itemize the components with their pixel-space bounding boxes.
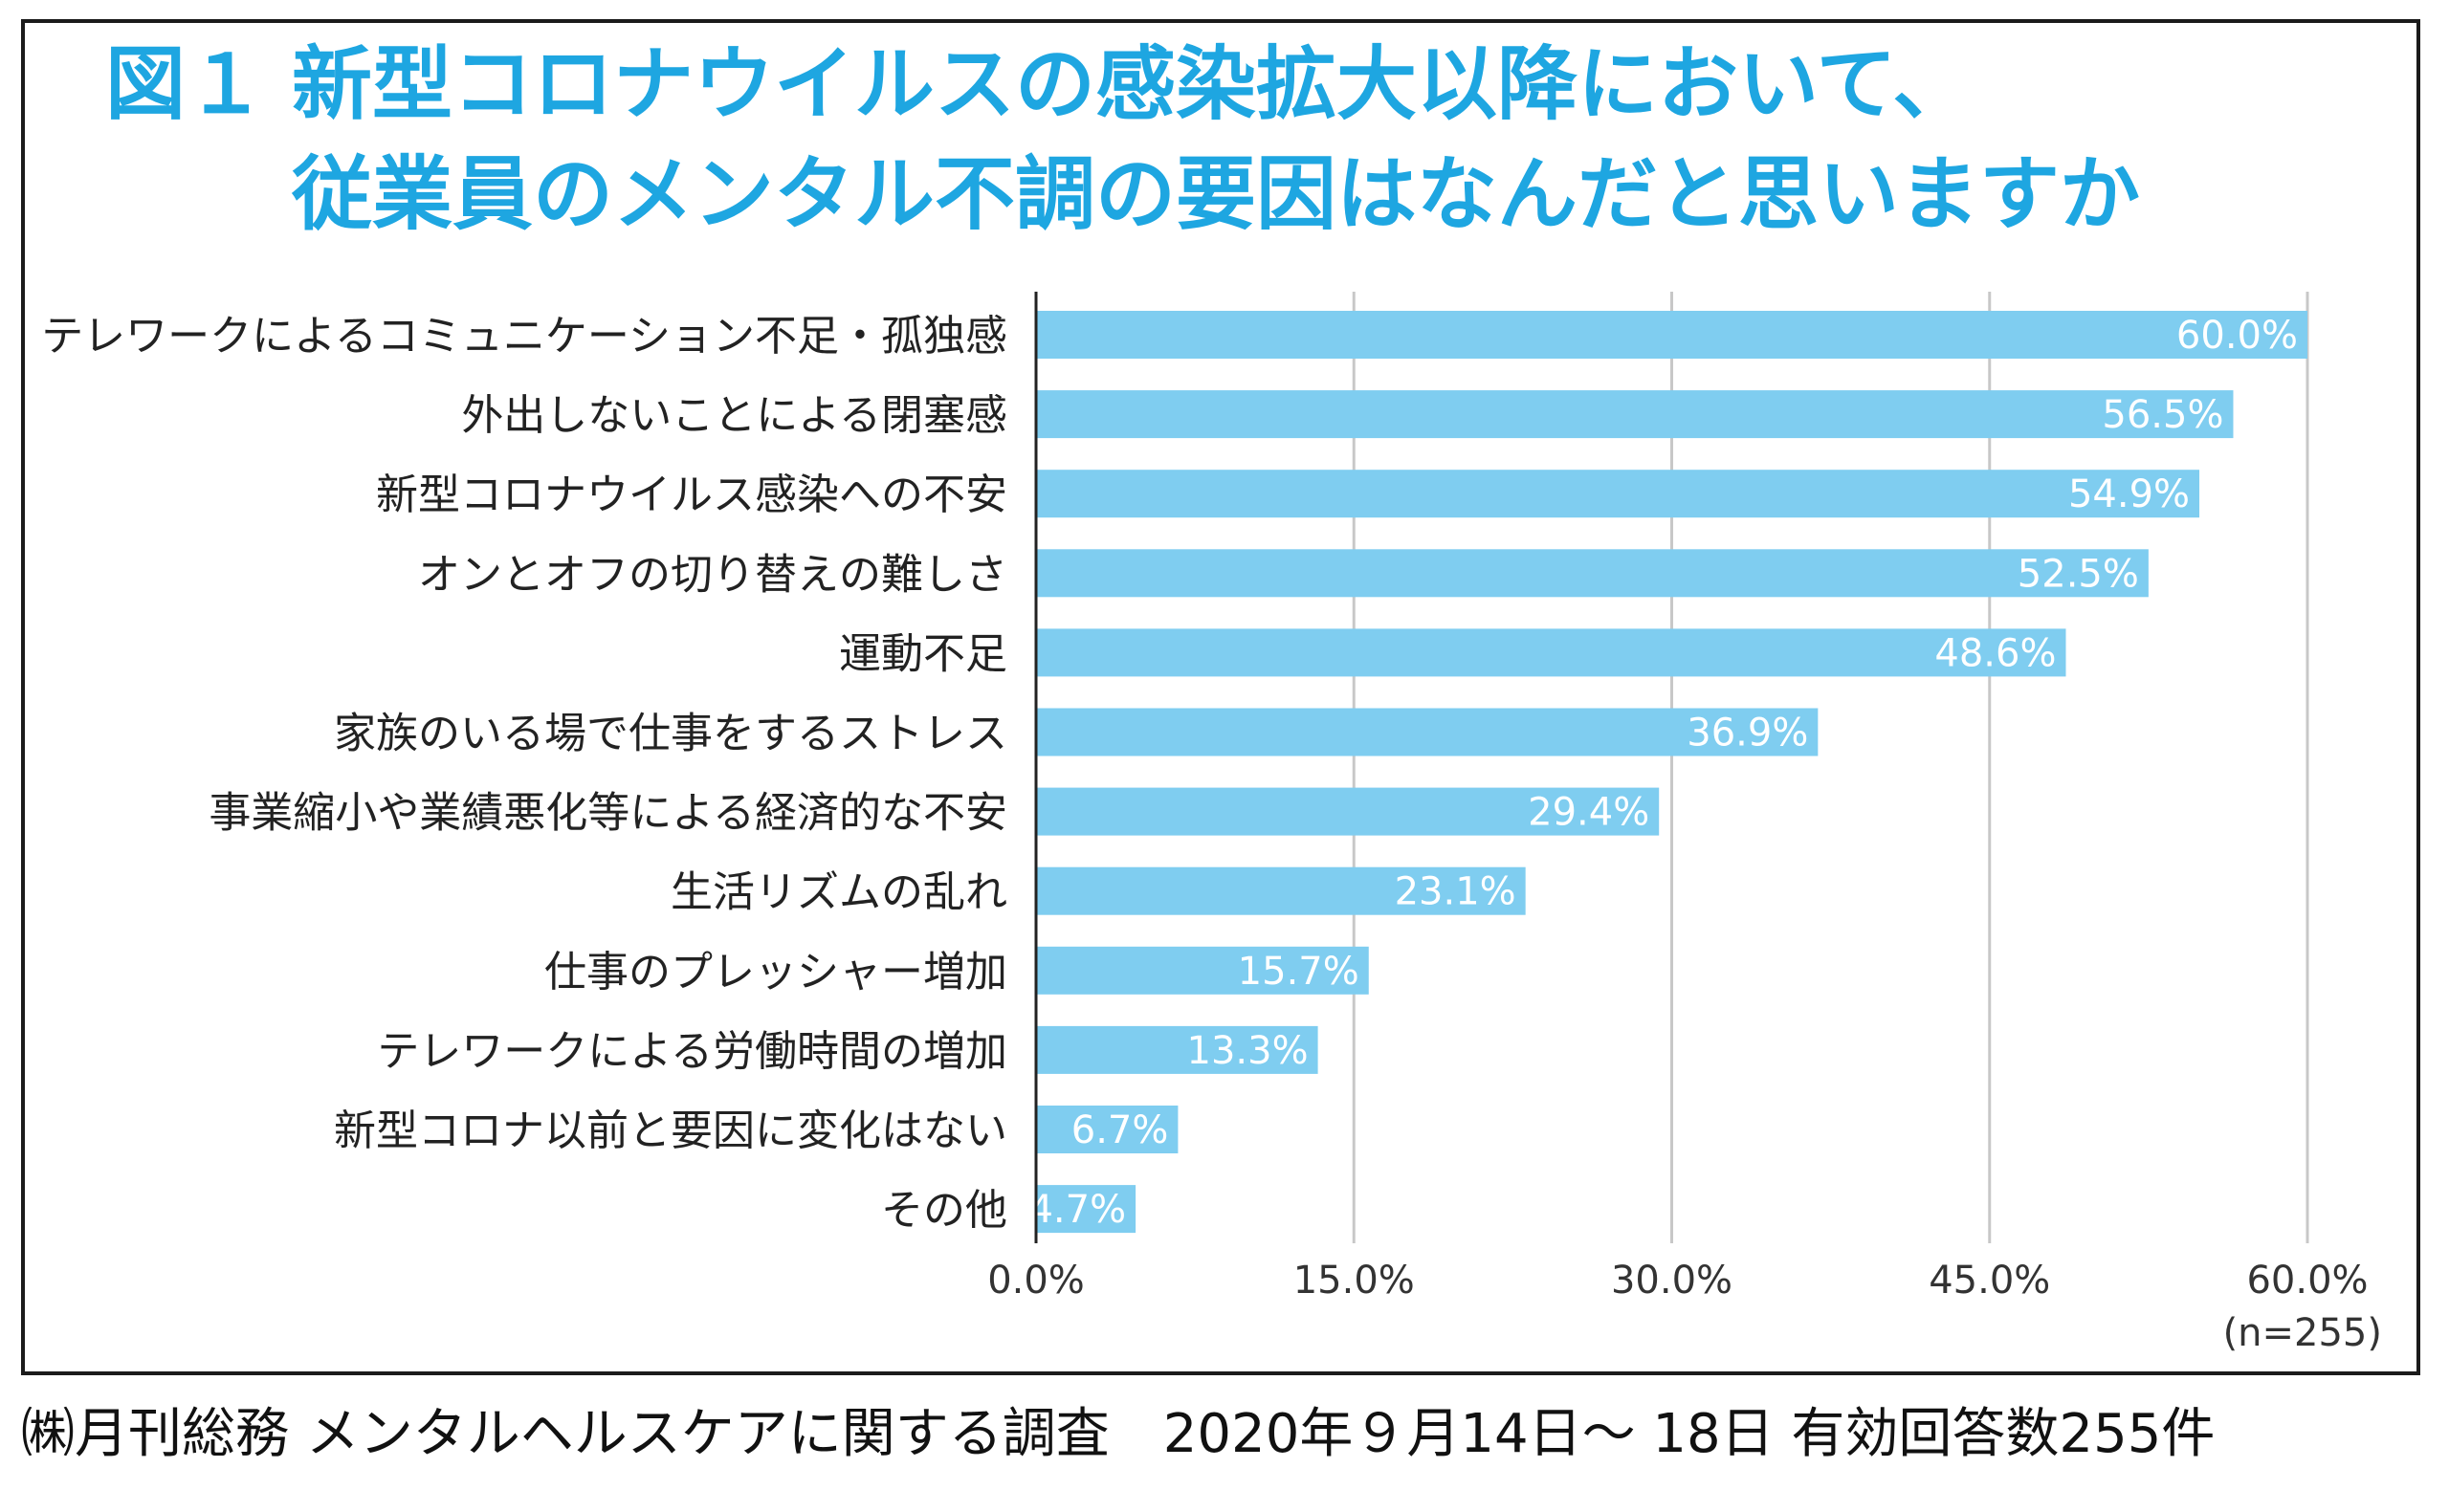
bar: [1036, 549, 2149, 598]
chart-title-line-2: 従業員のメンタル不調の要因はなんだと思いますか: [292, 147, 2141, 241]
data-label: 23.1%: [1395, 870, 1516, 914]
data-label: 29.4%: [1528, 791, 1649, 835]
category-label: オンとオフの切り替えの難しさ: [418, 550, 1007, 599]
bar-chart: 60.0% テレワークによるコミュニケーション不足・孤独感 56.5% 外出しないこと…: [41, 292, 2382, 1355]
data-label: 52.5%: [2018, 552, 2139, 596]
data-label: 48.6%: [1934, 631, 2056, 675]
bar: [1036, 708, 1819, 756]
x-tick-label: 0.0%: [987, 1259, 1085, 1303]
chart-title-line-1: 新型コロナウイルスの感染拡大以降において、: [292, 37, 1974, 131]
sample-size-note: (n=255): [2223, 1311, 2382, 1355]
data-label: 56.5%: [2102, 393, 2223, 437]
figure-number: 図１: [105, 37, 267, 131]
bar: [1036, 946, 1369, 995]
data-label: 13.3%: [1187, 1029, 1309, 1073]
source-note: ㈱月刊総務 メンタルヘルスケアに関する調査 2020年９月14日～ 18日 有効…: [21, 1403, 2216, 1465]
chart-frame: [21, 19, 2420, 1375]
category-label: テレワークによる労働時間の増加: [377, 1027, 1007, 1076]
x-tick-label: 60.0%: [2246, 1259, 2368, 1303]
bar: [1036, 1106, 1179, 1153]
x-tick-label: 15.0%: [1293, 1259, 1415, 1303]
bar: [1036, 866, 1526, 915]
data-label: 60.0%: [2176, 314, 2298, 358]
data-label: 15.7%: [1238, 950, 1359, 994]
data-label: 54.9%: [2068, 472, 2190, 516]
data-label: 4.7%: [1028, 1188, 1126, 1232]
category-label: テレワークによるコミュニケーション不足・孤独感: [41, 312, 1007, 361]
x-tick-label: 30.0%: [1611, 1259, 1732, 1303]
data-label: 36.9%: [1687, 712, 1808, 756]
x-tick-label: 45.0%: [1929, 1259, 2050, 1303]
category-label: 生活リズムの乱れ: [671, 868, 1007, 917]
bar: [1036, 1025, 1318, 1074]
category-label: 事業縮小や業績悪化等による経済的な不安: [209, 789, 1007, 838]
bar: [1036, 628, 2066, 677]
data-label: 6.7%: [1071, 1108, 1169, 1152]
bar: [1036, 470, 2200, 518]
bar: [1036, 1185, 1136, 1234]
category-label: 家族のいる場で仕事をするストレス: [334, 710, 1007, 758]
category-label: 新型コロナウイルス感染への不安: [376, 471, 1007, 519]
category-label: 運動不足: [839, 629, 1007, 678]
category-label: 外出しないことによる閉塞感: [461, 391, 1007, 440]
bar: [1036, 390, 2234, 439]
category-label: 仕事のプレッシャー増加: [544, 948, 1007, 997]
category-label: その他: [881, 1186, 1007, 1235]
category-label: 新型コロナ以前と要因に変化はない: [334, 1107, 1007, 1155]
bar: [1036, 311, 2307, 359]
bar: [1036, 787, 1660, 836]
